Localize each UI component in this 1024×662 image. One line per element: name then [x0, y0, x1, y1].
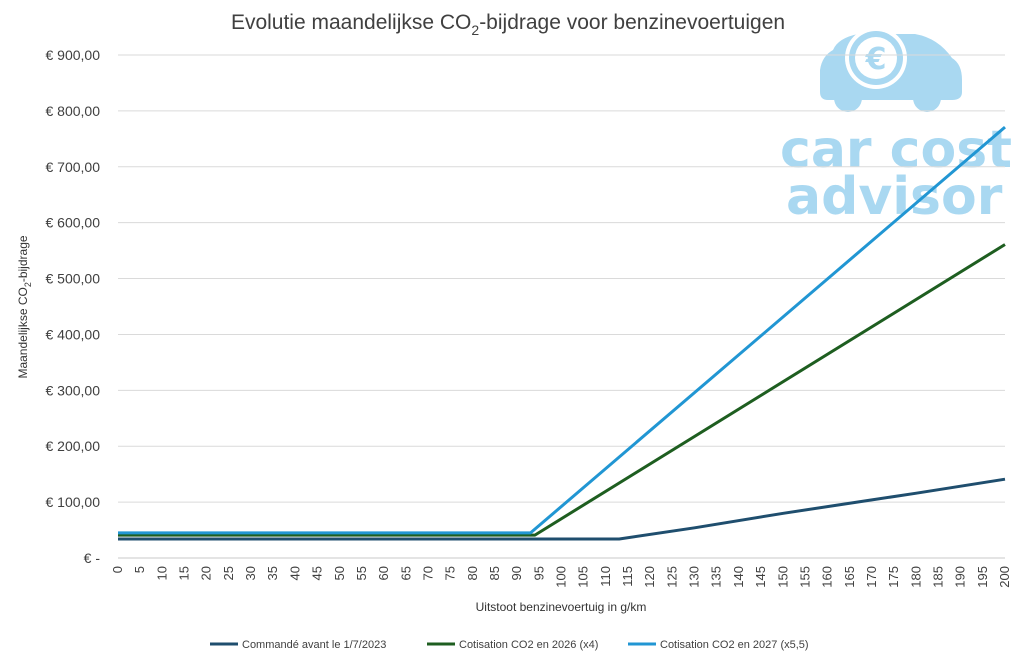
x-tick-label: 155 [797, 566, 812, 588]
logo-line2: advisor [786, 167, 1003, 227]
series-line-1 [118, 477, 1006, 541]
y-tick-labels: € - € 100,00 € 200,00 € 300,00 € 400,00 € 500… [46, 47, 101, 566]
y-tick-label: € 900,00 [46, 47, 101, 63]
x-tick-label: 120 [642, 566, 657, 588]
x-tick-label: 25 [221, 566, 236, 580]
x-tick-label: 170 [864, 566, 879, 588]
x-tick-label: 185 [930, 566, 945, 588]
x-tick-label: 55 [354, 566, 369, 580]
x-tick-label: 30 [243, 566, 258, 580]
car-euro-icon: € [820, 27, 962, 112]
legend-label: Cotisation CO2 en 2026 (x4) [459, 639, 598, 651]
x-tick-label: 60 [376, 566, 391, 580]
x-tick-label: 70 [420, 566, 435, 580]
legend-item: Cotisation CO2 en 2026 (x4) [427, 639, 598, 651]
x-tick-label: 50 [332, 566, 347, 580]
logo-line1: car cost [780, 120, 1012, 180]
y-tick-label: € 600,00 [46, 215, 101, 231]
x-tick-labels: 0 5 10 15 20 25 30 35 40 45 50 55 60 65 70 75 80 85 90 95 10… [110, 566, 1012, 588]
y-tick-label: € 400,00 [46, 326, 101, 342]
x-tick-label: 15 [177, 566, 192, 580]
x-tick-label: 140 [731, 566, 746, 588]
legend-item: Commandé avant le 1/7/2023 [210, 639, 386, 651]
car-cost-advisor-logo: € car cost advisor [780, 27, 1012, 227]
x-tick-label: 110 [598, 566, 613, 587]
y-tick-label: € 800,00 [46, 103, 101, 119]
series-lines [118, 125, 1006, 541]
x-tick-label: 200 [997, 566, 1012, 588]
legend: Commandé avant le 1/7/2023 Cotisation CO2… [210, 639, 809, 651]
x-axis-label: Uitstoot benzinevoertuig in g/km [476, 600, 647, 614]
x-tick-label: 10 [154, 566, 169, 580]
x-tick-label: 190 [953, 566, 968, 588]
y-tick-label: € 700,00 [46, 159, 101, 175]
x-tick-label: 115 [620, 566, 635, 587]
legend-item: Cotisation CO2 en 2027 (x5,5) [628, 639, 809, 651]
chart-title: Evolutie maandelijkse CO2-bijdrage voor … [231, 11, 785, 38]
y-tick-label: € - [84, 550, 101, 566]
x-tick-label: 35 [265, 566, 280, 580]
x-tick-label: 5 [132, 566, 147, 573]
x-tick-label: 75 [443, 566, 458, 580]
x-tick-label: 90 [509, 566, 524, 580]
series-line-2 [118, 243, 1006, 537]
y-tick-label: € 300,00 [46, 382, 101, 398]
x-tick-label: 150 [775, 566, 790, 588]
x-tick-label: 105 [576, 566, 591, 588]
x-tick-label: 195 [975, 566, 990, 588]
x-tick-label: 40 [287, 566, 302, 580]
x-tick-label: 125 [664, 566, 679, 588]
y-axis-label: Maandelijkse CO2-bijdrage [16, 235, 33, 378]
x-tick-label: 95 [531, 566, 546, 580]
x-tick-label: 65 [398, 566, 413, 580]
x-tick-label: 20 [199, 566, 214, 580]
x-tick-label: 100 [554, 566, 569, 588]
y-tick-label: € 500,00 [46, 271, 101, 287]
legend-label: Cotisation CO2 en 2027 (x5,5) [660, 639, 809, 651]
x-tick-label: 80 [465, 566, 480, 580]
x-tick-label: 175 [886, 566, 901, 588]
x-tick-label: 165 [842, 566, 857, 588]
legend-label: Commandé avant le 1/7/2023 [242, 639, 386, 651]
x-tick-label: 135 [709, 566, 724, 588]
logo-euro-symbol: € [865, 42, 887, 77]
x-tick-label: 45 [310, 566, 325, 580]
y-tick-label: € 200,00 [46, 438, 101, 454]
series-line-3 [118, 125, 1006, 535]
x-tick-label: 130 [687, 566, 702, 588]
x-tick-label: 180 [908, 566, 923, 588]
x-tick-label: 85 [487, 566, 502, 580]
x-tick-label: 160 [820, 566, 835, 588]
x-tick-label: 0 [110, 566, 125, 573]
x-tick-label: 145 [753, 566, 768, 588]
y-tick-label: € 100,00 [46, 494, 101, 510]
